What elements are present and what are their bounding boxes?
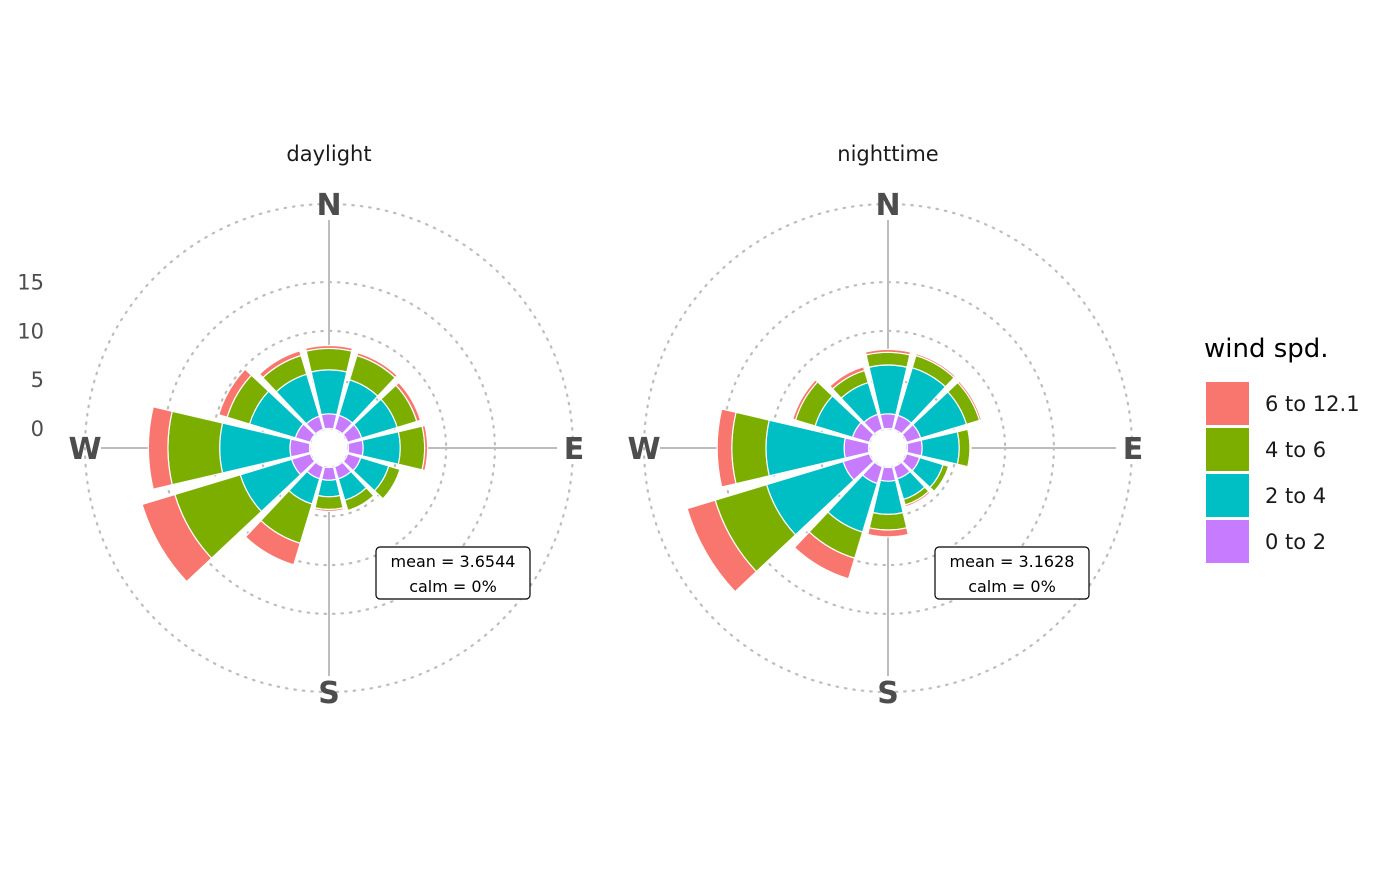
wedge-segment <box>879 413 897 430</box>
wedge-segment <box>872 479 904 515</box>
wedge-segment <box>686 499 758 593</box>
wedge-segment <box>147 406 173 490</box>
legend-title: wind spd. <box>1204 334 1329 364</box>
wedge-segment <box>864 348 912 356</box>
stats-mean: mean = 3.6544 <box>391 552 516 571</box>
legend-key <box>1206 382 1249 425</box>
wedge-segment <box>791 379 819 421</box>
wedge-segment <box>347 439 364 457</box>
wedge-segment <box>865 351 911 368</box>
wedge-segment <box>967 428 972 468</box>
legend-key <box>1206 428 1249 471</box>
wedge-segment <box>167 410 224 486</box>
compass-label-e: E <box>1123 432 1144 467</box>
wedge-segment <box>793 531 856 580</box>
wedge-segment <box>395 381 422 423</box>
wedge-segment <box>313 507 345 512</box>
wedge-segment <box>956 428 971 468</box>
legend-key <box>1206 520 1249 563</box>
grid-circle <box>308 427 350 469</box>
wedge-segment <box>317 478 341 498</box>
wedge-segment <box>397 425 426 471</box>
stats-calm: calm = 0% <box>968 577 1056 596</box>
wedge-segment <box>258 350 302 379</box>
wedge-segment <box>347 494 376 513</box>
wedge-segment <box>305 347 353 373</box>
compass-label-w: W <box>68 432 101 467</box>
wedge-segment <box>866 527 910 538</box>
compass-label-s: S <box>877 676 899 711</box>
wedge-segment <box>356 351 398 379</box>
wedges <box>686 348 983 593</box>
legend-label: 2 to 4 <box>1265 484 1326 508</box>
stats-mean: mean = 3.1628 <box>950 552 1075 571</box>
wedge-segment <box>382 468 402 501</box>
radial-tick-label: 5 <box>31 368 44 392</box>
wedge-segment <box>906 439 923 457</box>
wedges <box>141 344 429 583</box>
compass-label-n: N <box>875 188 900 223</box>
wedge-segment <box>933 465 951 493</box>
legend-label: 4 to 6 <box>1265 438 1326 462</box>
wedge-segment <box>904 490 931 508</box>
wedge-segment <box>244 519 301 566</box>
legend-label: 6 to 12.1 <box>1265 392 1360 416</box>
grid-circle-outer <box>83 202 575 694</box>
wedge-segment <box>141 493 213 583</box>
compass-label-s: S <box>318 676 340 711</box>
stats-box <box>375 546 531 600</box>
wedge-segment <box>731 411 770 485</box>
stats-box <box>934 546 1090 600</box>
facet-title: nighttime <box>837 142 938 166</box>
legend-key <box>1206 474 1249 517</box>
wedge-segment <box>314 494 344 511</box>
compass-label-w: W <box>627 432 660 467</box>
wedge-segment <box>218 368 253 418</box>
wedge-segment <box>716 408 737 488</box>
compass-label-n: N <box>316 188 341 223</box>
radial-tick-label: 10 <box>17 319 44 343</box>
wedge-segment <box>868 511 908 531</box>
wedge-segment <box>956 380 983 422</box>
radial-axis: 0 5 10 15 <box>17 271 44 441</box>
facet-title: daylight <box>286 142 371 166</box>
radial-tick-label: 15 <box>17 271 44 295</box>
compass-label-e: E <box>564 432 585 467</box>
radial-tick-label: 0 <box>31 417 44 441</box>
wedge-segment <box>320 413 338 430</box>
legend-label: 0 to 2 <box>1265 530 1326 554</box>
wedge-segment <box>320 466 338 481</box>
grid-circle <box>867 427 909 469</box>
wedge-segment <box>421 424 429 472</box>
wedge-segment <box>915 352 957 379</box>
wedge-segment <box>879 466 897 482</box>
wedge-segment <box>829 365 866 390</box>
wedge-segment <box>304 344 354 352</box>
stats-calm: calm = 0% <box>409 577 497 596</box>
grid-circle-outer <box>642 202 1134 694</box>
legend: wind spd. 6 to 12.1 4 to 6 2 to 4 0 to 2 <box>1204 334 1360 563</box>
